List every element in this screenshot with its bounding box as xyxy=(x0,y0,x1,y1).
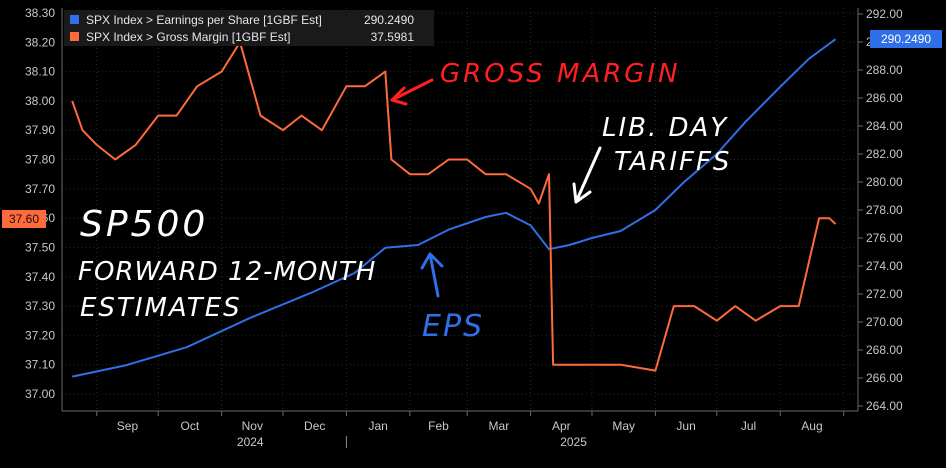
legend-label-gross-margin: SPX Index > Gross Margin [1GBF Est] xyxy=(86,30,290,44)
x-tick-label: Sep xyxy=(117,419,139,433)
right-tick-label: 272.00 xyxy=(866,287,903,301)
right-tick-label: 286.00 xyxy=(866,91,903,105)
left-tick-label: 37.00 xyxy=(25,387,55,401)
right-tick-label: 274.00 xyxy=(866,259,903,273)
current-value-right-badge xyxy=(870,30,942,48)
legend-value-gross-margin: 37.5981 xyxy=(371,30,415,44)
left-tick-label: 38.20 xyxy=(25,35,55,49)
left-tick-label: 37.10 xyxy=(25,358,55,372)
right-tick-label: 268.00 xyxy=(866,343,903,357)
series-line-eps xyxy=(71,38,837,378)
x-tick-label: Oct xyxy=(181,419,200,433)
x-tick-label: Feb xyxy=(428,419,449,433)
right-tick-label: 288.00 xyxy=(866,63,903,77)
left-tick-label: 37.20 xyxy=(25,328,55,342)
arrow-gross-margin-icon xyxy=(390,78,434,106)
right-tick-label: 270.00 xyxy=(866,315,903,329)
x-tick-label: Mar xyxy=(489,419,510,433)
right-tick-label: 266.00 xyxy=(866,371,903,385)
x-tick-label: Jun xyxy=(676,419,695,433)
legend-swatch-eps xyxy=(70,15,79,24)
left-tick-label: 37.70 xyxy=(25,182,55,196)
right-tick-label: 284.00 xyxy=(866,119,903,133)
right-tick-label: 280.00 xyxy=(866,175,903,189)
right-tick-label: 264.00 xyxy=(866,399,903,413)
annotation-estimates: ESTIMATES xyxy=(80,293,242,323)
left-tick-label: 38.10 xyxy=(25,65,55,79)
x-year-label: 2025 xyxy=(560,435,587,449)
current-value-right: 290.2490 xyxy=(870,30,942,48)
left-tick-label: 37.90 xyxy=(25,123,55,137)
left-tick-label: 37.80 xyxy=(25,153,55,167)
arrow-tariffs-icon xyxy=(572,146,602,204)
annotation-lib-day: LIB. DAY xyxy=(602,113,728,143)
current-value-left: 37.60 xyxy=(2,210,46,228)
legend: SPX Index > Earnings per Share [1GBF Est… xyxy=(64,10,434,46)
legend-label-eps: SPX Index > Earnings per Share [1GBF Est… xyxy=(86,13,322,27)
left-axis-ticks: 38.3038.2038.1038.0037.9037.8037.7037.60… xyxy=(25,6,55,401)
legend-value-eps: 290.2490 xyxy=(364,13,414,27)
annotation-eps: EPS xyxy=(422,309,484,344)
current-value-left-badge xyxy=(2,210,46,228)
current-value-left-label: 37.60 xyxy=(9,212,39,226)
annotation-tariffs: TARIFFS xyxy=(614,147,731,177)
left-tick-label: 38.00 xyxy=(25,94,55,108)
right-axis-ticks: 292.00290.00288.00286.00284.00282.00280.… xyxy=(858,7,903,413)
handwritten-annotations: GROSS MARGIN LIB. DAY TARIFFS SP500 FORW… xyxy=(78,59,731,344)
arrow-eps-icon xyxy=(420,252,444,298)
annotation-forward-12-month: FORWARD 12-MONTH xyxy=(78,257,376,287)
left-tick-label: 37.30 xyxy=(25,299,55,313)
current-value-right-label: 290.2490 xyxy=(881,32,931,46)
left-tick-label: 37.50 xyxy=(25,240,55,254)
legend-swatch-gross-margin xyxy=(70,32,79,41)
legend-box xyxy=(64,10,434,46)
x-tick-label: May xyxy=(612,419,635,433)
annotation-gross-margin: GROSS MARGIN xyxy=(440,59,681,89)
right-tick-label: 276.00 xyxy=(866,231,903,245)
right-tick-label: 292.00 xyxy=(866,7,903,21)
x-tick-label: Jul xyxy=(741,419,756,433)
x-year-label: 2024 xyxy=(237,435,264,449)
right-tick-label: 282.00 xyxy=(866,147,903,161)
right-tick-label: 278.00 xyxy=(866,203,903,217)
series-layer xyxy=(71,38,837,378)
annotation-sp500: SP500 xyxy=(80,204,208,245)
x-tick-label: Jan xyxy=(368,419,387,433)
series-line-gross-margin xyxy=(71,41,837,372)
x-tick-label: Nov xyxy=(242,419,263,433)
left-tick-label: 38.30 xyxy=(25,6,55,20)
left-tick-label: 37.40 xyxy=(25,270,55,284)
x-axis-ticks: Sep Oct Nov Dec Jan Feb Mar Apr May Jun Jul Aug 2024… xyxy=(96,411,845,449)
x-tick-label: Aug xyxy=(801,419,822,433)
x-tick-label: Dec xyxy=(304,419,325,433)
x-tick-label: Apr xyxy=(552,419,571,433)
